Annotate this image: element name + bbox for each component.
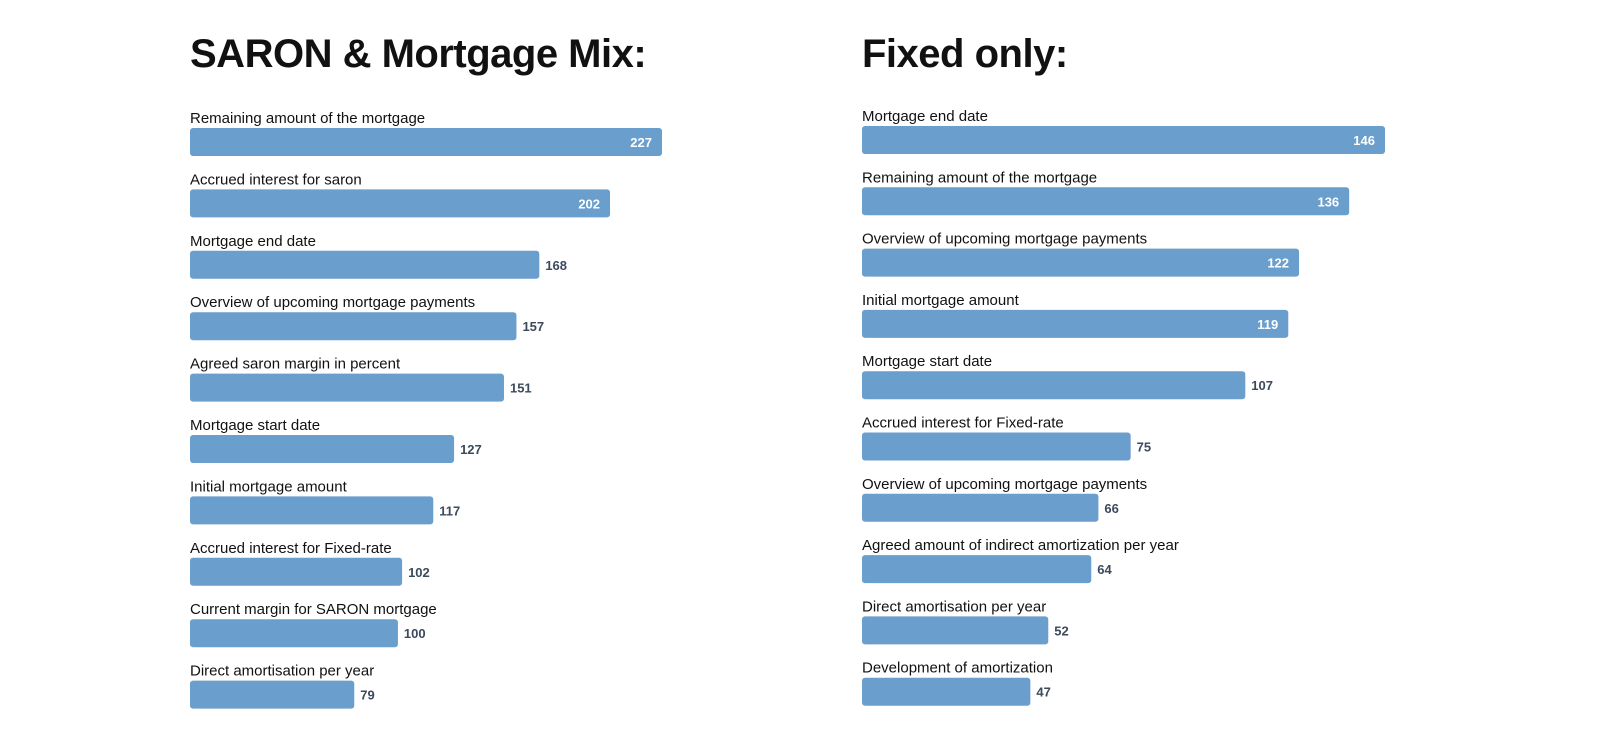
category-label: Direct amortisation per year	[190, 663, 374, 680]
value-label: 47	[1036, 685, 1050, 700]
value-label: 146	[1353, 133, 1375, 148]
bar-row: Mortgage start date 107	[862, 353, 1273, 400]
bar	[862, 677, 1031, 706]
bar	[190, 373, 504, 402]
bar	[862, 432, 1131, 461]
value-label: 64	[1097, 562, 1112, 577]
bar	[862, 187, 1350, 216]
category-label: Remaining amount of the mortgage	[862, 169, 1097, 186]
bar	[190, 496, 434, 525]
value-label: 168	[545, 258, 567, 273]
bar-chart-fixed-only: Mortgage end date 146 Remaining amount of …	[862, 108, 1385, 706]
value-label: 102	[408, 565, 430, 580]
category-label: Accrued interest for Fixed-rate	[862, 415, 1064, 432]
category-label: Development of amortization	[862, 660, 1053, 677]
bar-row: Accrued interest for Fixed-rate 75	[862, 415, 1151, 461]
bar-row: Accrued interest for saron 202	[190, 171, 611, 218]
chart-title: SARON & Mortgage Mix:	[190, 32, 647, 76]
bar-row: Agreed saron margin in percent 151	[190, 356, 532, 402]
bar	[190, 312, 517, 341]
category-label: Agreed amount of indirect amortization p…	[862, 537, 1179, 554]
category-label: Overview of upcoming mortgage payments	[862, 231, 1147, 248]
bar	[862, 248, 1300, 277]
bar-row: Agreed amount of indirect amortization p…	[862, 537, 1179, 584]
bar	[190, 189, 611, 218]
bar	[862, 309, 1289, 338]
value-label: 52	[1054, 623, 1068, 638]
bar-row: Mortgage start date 127	[190, 417, 482, 463]
value-label: 157	[522, 319, 544, 334]
bar-row: Mortgage end date 146	[862, 108, 1385, 154]
bar-row: Remaining amount of the mortgage 136	[862, 169, 1350, 216]
value-label: 117	[439, 503, 460, 518]
value-label: 127	[460, 442, 482, 457]
bar-row: Overview of upcoming mortgage payments 12…	[862, 231, 1300, 277]
bar	[862, 493, 1099, 522]
bar	[862, 126, 1385, 154]
value-label: 107	[1251, 378, 1273, 393]
value-label: 151	[510, 381, 532, 396]
category-label: Overview of upcoming mortgage payments	[862, 476, 1147, 493]
value-label: 202	[578, 196, 600, 211]
category-label: Initial mortgage amount	[862, 292, 1020, 309]
bar	[190, 680, 355, 709]
category-label: Mortgage start date	[190, 417, 320, 434]
value-label: 119	[1257, 317, 1278, 332]
bar-row: Overview of upcoming mortgage payments 66	[862, 476, 1147, 522]
category-label: Mortgage start date	[862, 353, 992, 370]
category-label: Mortgage end date	[190, 233, 316, 250]
bar	[190, 128, 662, 156]
value-label: 75	[1137, 440, 1151, 455]
value-label: 66	[1104, 501, 1118, 516]
bar-row: Accrued interest for Fixed-rate 102	[190, 540, 430, 586]
category-label: Agreed saron margin in percent	[190, 356, 401, 373]
bar-row: Overview of upcoming mortgage payments 15…	[190, 294, 544, 341]
bar	[862, 371, 1246, 400]
bar	[862, 555, 1092, 584]
bar-row: Current margin for SARON mortgage 100	[190, 601, 437, 648]
bar-chart-saron-mix: Remaining amount of the mortgage 227 Accru…	[190, 110, 662, 709]
bar	[862, 616, 1049, 645]
bar	[190, 619, 398, 648]
bar-row: Initial mortgage amount 117	[190, 478, 460, 525]
category-label: Initial mortgage amount	[190, 478, 348, 495]
category-label: Remaining amount of the mortgage	[190, 110, 425, 127]
category-label: Accrued interest for Fixed-rate	[190, 540, 392, 557]
category-label: Accrued interest for saron	[190, 171, 362, 188]
bar	[190, 250, 540, 279]
value-label: 136	[1317, 194, 1339, 209]
value-label: 122	[1267, 256, 1289, 271]
category-label: Current margin for SARON mortgage	[190, 601, 437, 618]
value-label: 227	[630, 135, 652, 150]
bar-row: Remaining amount of the mortgage 227	[190, 110, 662, 156]
bar-row: Direct amortisation per year 52	[862, 598, 1069, 645]
bar	[190, 557, 403, 586]
chart-title: Fixed only:	[862, 32, 1068, 76]
value-label: 79	[360, 688, 374, 703]
bar-row: Mortgage end date 168	[190, 233, 567, 279]
category-label: Direct amortisation per year	[862, 598, 1046, 615]
value-label: 100	[404, 626, 426, 641]
bar	[190, 435, 455, 463]
bar-row: Direct amortisation per year 79	[190, 663, 375, 709]
category-label: Mortgage end date	[862, 108, 988, 125]
bar-row: Development of amortization 47	[862, 660, 1053, 706]
category-label: Overview of upcoming mortgage payments	[190, 294, 475, 311]
bar-row: Initial mortgage amount 119	[862, 292, 1289, 338]
